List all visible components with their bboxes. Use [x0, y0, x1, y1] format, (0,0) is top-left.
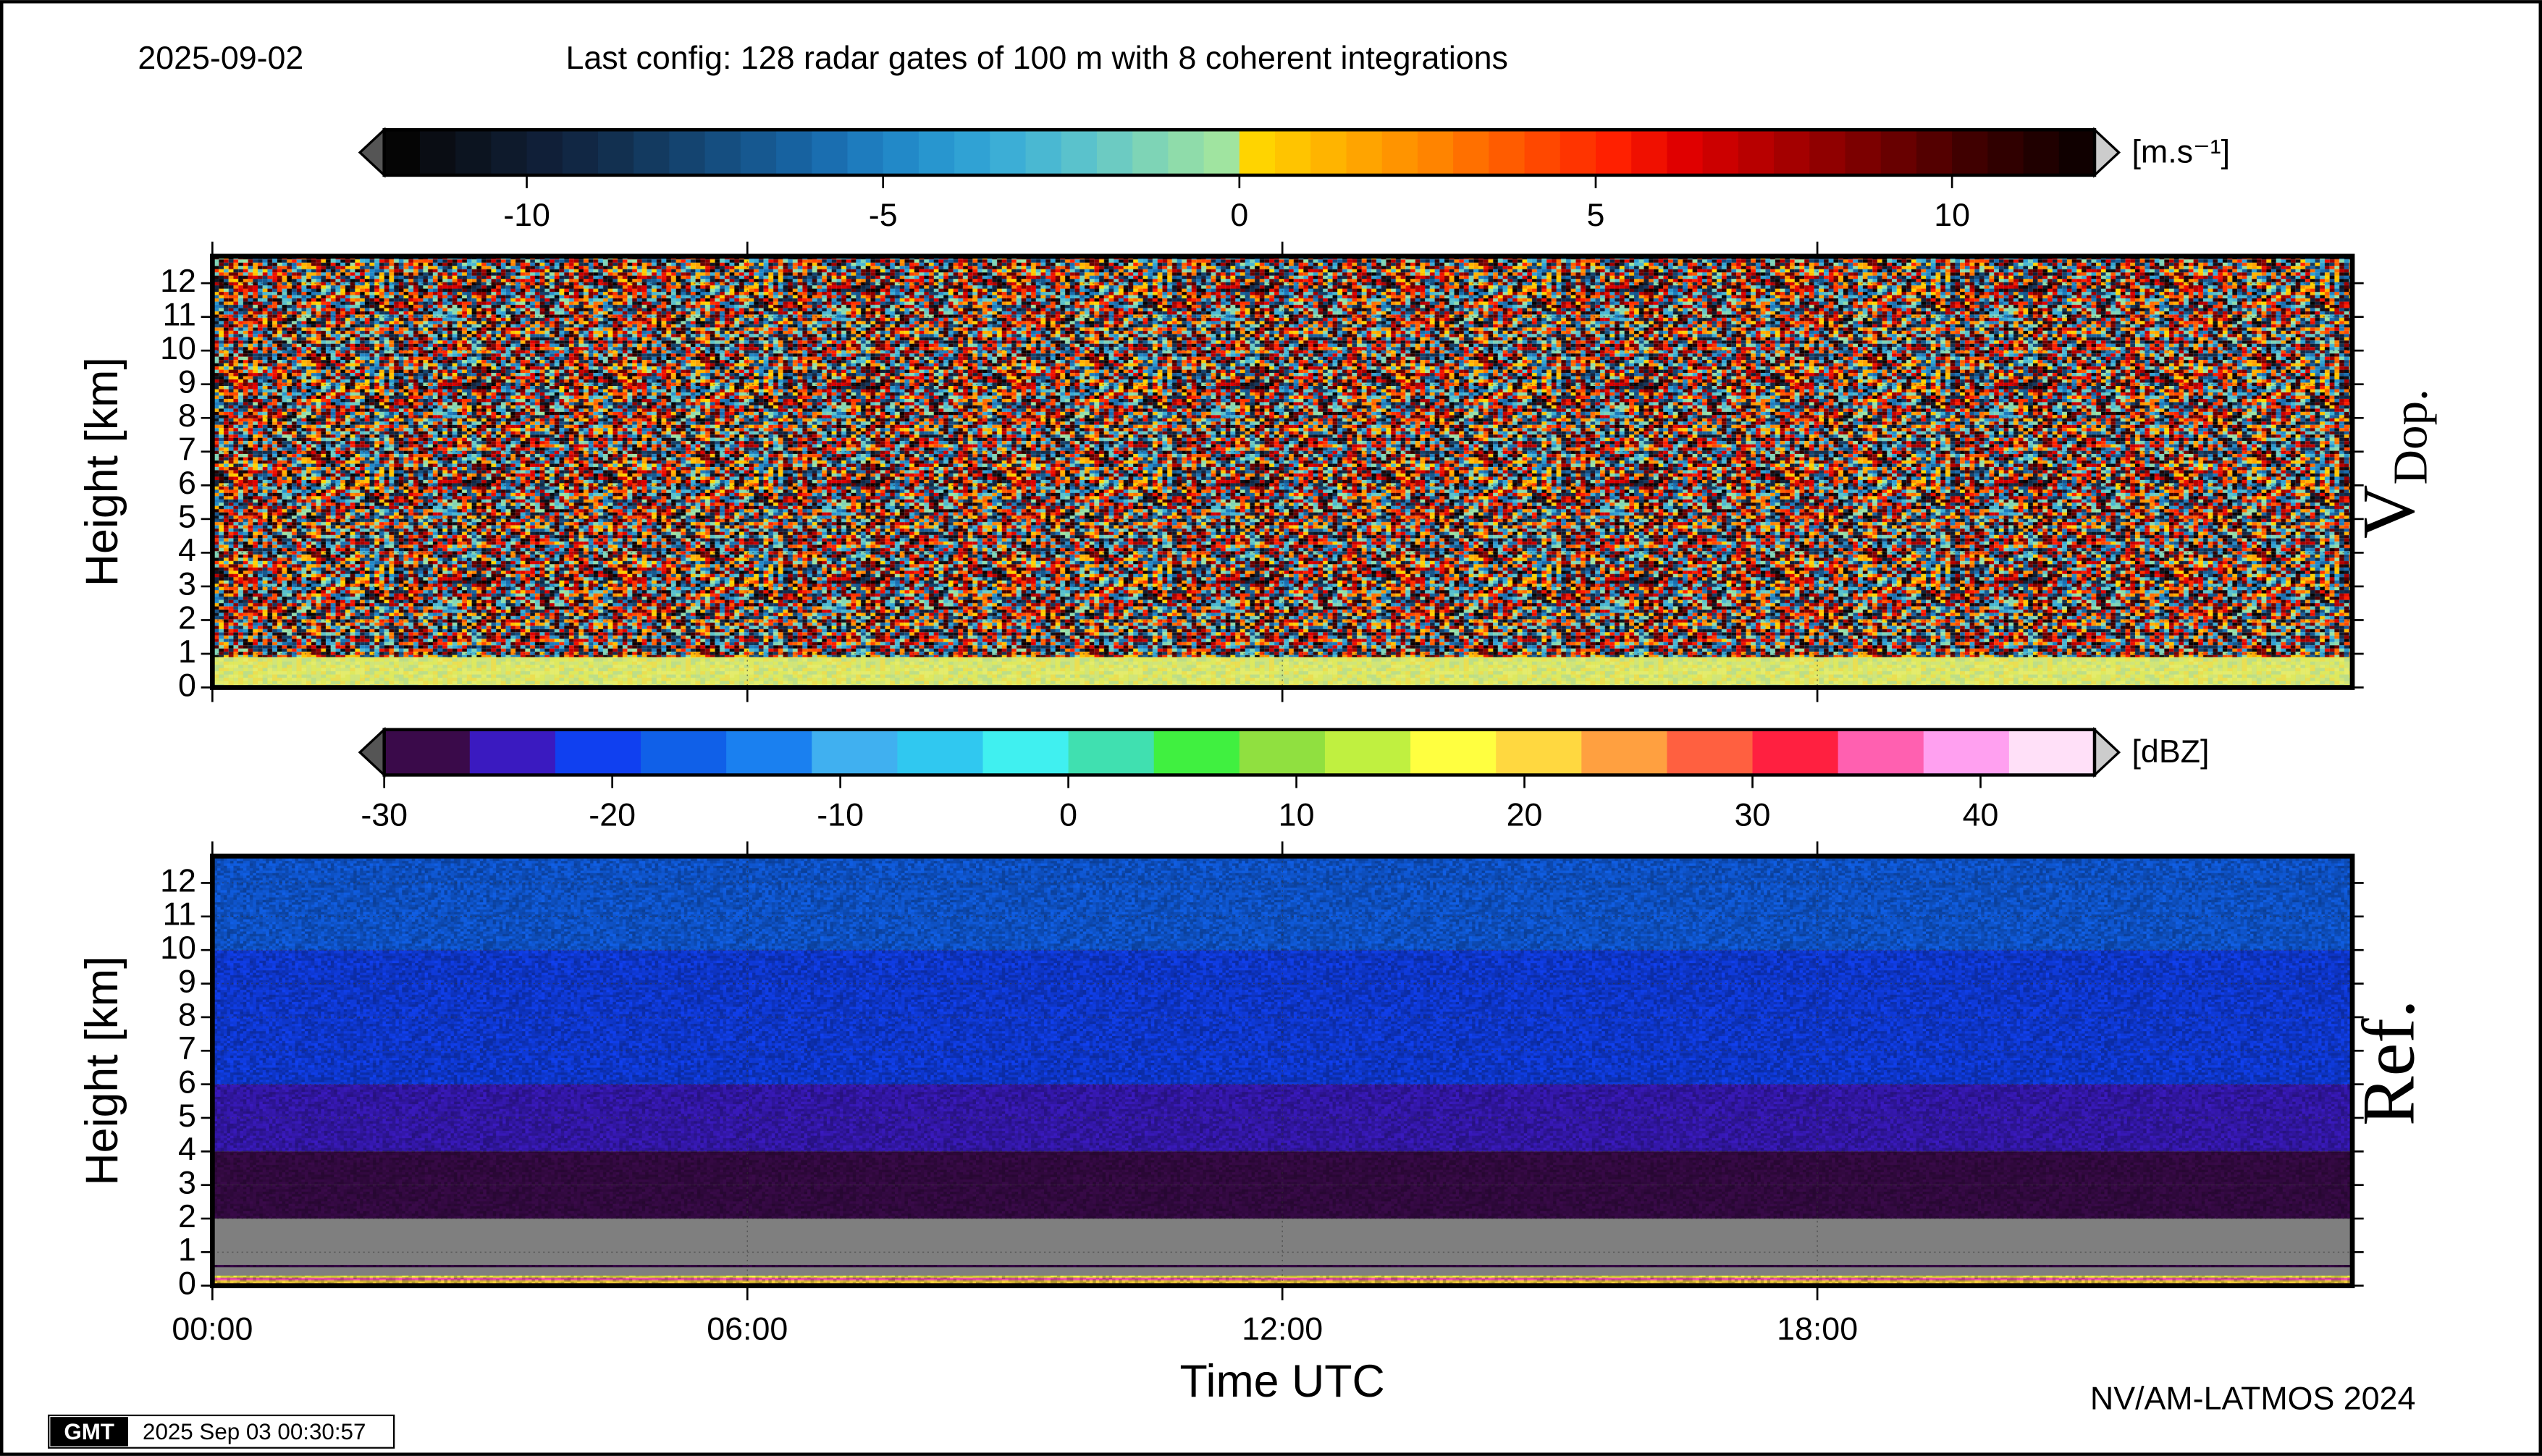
- figure: 2025-09-02 Last config: 128 radar gates …: [0, 0, 2542, 1456]
